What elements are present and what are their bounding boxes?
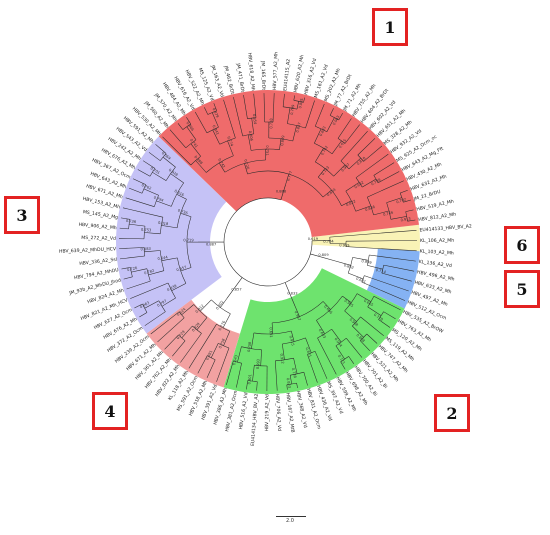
group-support-value: 0.809 xyxy=(318,253,329,257)
branch-support-value: 0.738 xyxy=(269,118,273,129)
tip-label: HBV_639_A2_MhDU_HCV xyxy=(59,246,117,255)
tip-label: HBV_167_A2_MtB xyxy=(284,392,295,433)
clade-label-4-text: 4 xyxy=(104,402,115,421)
group-support-value: 0.833 xyxy=(287,292,297,296)
tip-label: JM_22_BrDU xyxy=(412,189,441,203)
branch-support-value: 0.955 xyxy=(339,243,349,247)
clade-label-2-text: 2 xyxy=(446,404,457,423)
tip-label: HBV_516_A2_Vd xyxy=(238,392,249,430)
clade-highlight-wedges xyxy=(116,90,420,394)
clade-label-5: 5 xyxy=(504,270,540,308)
group-support-value: 0.857 xyxy=(231,288,241,292)
tip-label: HBV_519_A2_Mh xyxy=(416,199,455,213)
group-support-value: 0.888 xyxy=(276,190,287,194)
branch-support-value: 0.862 xyxy=(343,263,354,270)
branch-support-value: 0.999 xyxy=(361,259,373,265)
branch-support-value: 0.683 xyxy=(140,247,151,252)
clade-label-1-text: 1 xyxy=(384,18,395,37)
tip-label: HBV_591_A2_Mh xyxy=(122,115,155,145)
tip-label: HBV_906_A2_Mh xyxy=(78,222,117,232)
branch-support-value: 0.719 xyxy=(183,238,194,242)
tip-label: HBV_620_A2_Mh xyxy=(293,54,306,93)
tip-label: JM_471_BrDt xyxy=(235,62,246,93)
tip-label: HBV_521_A2_Mh xyxy=(369,351,400,383)
clade-label-2: 2 xyxy=(434,394,470,432)
tip-label: HBV_762_A2_Mh xyxy=(144,357,173,390)
tip-label: MS_272_A2_Vd xyxy=(81,235,116,242)
clade-label-5-text: 5 xyxy=(516,280,527,299)
branch-support-value: 0.993 xyxy=(256,359,261,370)
clade-label-3: 3 xyxy=(4,196,40,234)
tip-label: HBV_577_A2_Mh xyxy=(272,52,280,91)
tip-label: JM_462_BrDt xyxy=(222,64,235,95)
root-arc xyxy=(224,198,312,286)
tip-label: JM_165_BrDt xyxy=(260,60,267,90)
branch-support-value: 0.753 xyxy=(141,228,152,233)
clade-label-1: 1 xyxy=(372,8,408,46)
tip-label: HBV_219_A2_Vd xyxy=(264,394,270,432)
tip-label: HBV_706_A2_Vd xyxy=(274,394,282,432)
group-support-value: 0.887 xyxy=(206,243,216,247)
tip-label: KL_106_A2_Mh xyxy=(420,238,454,244)
clade-label-3-text: 3 xyxy=(16,206,27,225)
tip-label: HBV_496_A2_Mh xyxy=(416,269,455,282)
tip-label: HBV_361_A2_Mh xyxy=(134,350,165,382)
group-support-value: 0.619 xyxy=(308,237,319,241)
tip-label: HBV_812_A2_Mh xyxy=(418,211,457,223)
tip-label: HBV_602_A2_Vd xyxy=(368,99,398,131)
tip-label: EU414133_HBV_BV_A2 xyxy=(419,223,472,233)
tip-label: HBV_747_A2_Mh xyxy=(377,344,409,374)
branch-support-value: 0.704 xyxy=(323,239,334,243)
scale-bar-label: 2.0 xyxy=(286,518,294,524)
tip-label: EU414115_A2 xyxy=(282,59,292,92)
tip-label: HBV_618_A2_Mh xyxy=(246,52,256,91)
tip-label: HBV_651_A2_Mh xyxy=(375,108,407,139)
scale-bar-line xyxy=(276,516,306,517)
tip-label: MS_145_A2_Mg xyxy=(82,209,118,221)
tip-label: HBV_794_A2_MhDU xyxy=(74,267,119,281)
clade-label-6-text: 6 xyxy=(516,236,527,255)
branch-support-value: 0.601 xyxy=(355,277,366,284)
tip-label: HBV_604_A2_BrDt xyxy=(360,88,391,125)
branch-support-value: 0.902 xyxy=(215,300,224,311)
tip-label: HBV_372_A2_Ocm xyxy=(106,325,145,354)
clade-label-6: 6 xyxy=(504,226,540,264)
branch-support-value: 0.691 xyxy=(268,327,273,337)
tip-label: HBV_530_A2_Mh xyxy=(131,106,162,137)
clade-label-4: 4 xyxy=(92,392,128,430)
tip-label: HBV_336_A2_Ssl xyxy=(79,257,117,267)
tip-label: HBV_368_A2_Vd xyxy=(295,391,308,429)
tip-label: HBV_671_A2_Mh xyxy=(125,342,157,372)
scale-bar: 2.0 xyxy=(276,516,308,526)
tip-label: KL_103_A2_Mh xyxy=(419,249,454,257)
tip-label: EU414134_HBV_BV_A2 xyxy=(250,393,260,446)
branch-support-value: 0.751 xyxy=(265,145,269,155)
tip-label: KL_136_A2_Vd xyxy=(418,259,452,269)
